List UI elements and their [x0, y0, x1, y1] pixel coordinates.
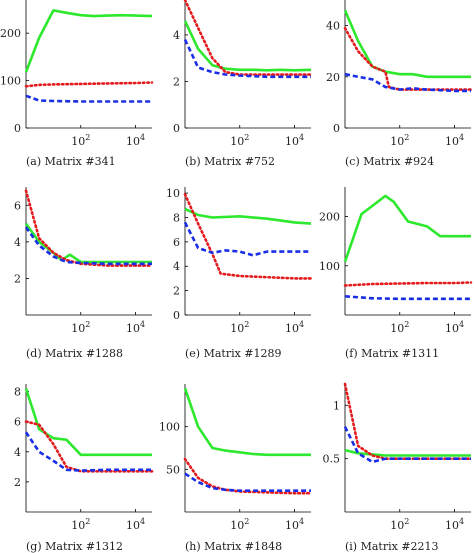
- chart-b-plot: 0 2 4 102 104: [173, 0, 313, 148]
- y-tick-label: 0: [333, 122, 340, 135]
- y-tick-label: 100: [159, 421, 180, 434]
- series-line-0: [343, 194, 471, 263]
- series-line-2: [183, 39, 311, 79]
- y-tick-label: 6: [14, 416, 21, 429]
- series-line-1: [343, 26, 473, 91]
- y-tick-label: 40: [326, 20, 340, 33]
- series-line-2: [183, 221, 311, 257]
- series-line-0: [344, 448, 471, 457]
- y-tick-label: 8: [14, 386, 21, 399]
- series-line-1: [183, 0, 313, 76]
- series-line-2: [344, 72, 471, 93]
- series-line-2: [24, 226, 152, 266]
- series-line-0: [183, 20, 312, 72]
- y-tick-label: 0.5: [323, 453, 341, 466]
- series-line-2: [343, 426, 471, 464]
- y-tick-label: 2: [14, 476, 21, 489]
- chart-e-plot: 0 2 4 6 8 10 102 104: [166, 187, 313, 335]
- x-tick-label: 102: [71, 320, 90, 335]
- caption-b: (b) Matrix #752: [185, 155, 276, 168]
- series-line-0: [24, 9, 153, 73]
- x-tick-label: 102: [230, 517, 249, 532]
- y-tick-label: 200: [319, 211, 340, 224]
- chart-c-plot: 0 20 40 102 104: [326, 0, 473, 148]
- y-tick-label: 100: [319, 260, 340, 273]
- series-line-2: [24, 431, 152, 472]
- chart-g-plot: 2 4 6 8 102 104: [14, 384, 154, 532]
- x-tick-label: 104: [285, 320, 304, 335]
- series-line-1: [183, 457, 313, 495]
- y-tick-label: 2: [173, 285, 180, 298]
- y-tick-label: 50: [166, 463, 180, 476]
- y-tick-label: 10: [166, 187, 180, 200]
- chart-d-plot: 2 4 6 102 104: [14, 187, 154, 335]
- x-tick-label: 104: [445, 320, 464, 335]
- y-tick-label: 1: [333, 399, 340, 412]
- series-line-1: [24, 420, 154, 473]
- y-tick-label: 4: [14, 236, 21, 249]
- x-tick-label: 102: [230, 320, 249, 335]
- series-line-0: [184, 207, 312, 225]
- x-tick-label: 104: [445, 133, 464, 148]
- series-line-1: [24, 81, 154, 88]
- series-line-0: [24, 222, 152, 264]
- chart-f-plot: 100 200 102 104: [319, 187, 473, 335]
- series-line-1: [343, 382, 473, 460]
- caption-f: (f) Matrix #1311: [345, 347, 440, 360]
- y-tick-label: 0: [14, 122, 21, 135]
- y-tick-label: 4: [173, 260, 180, 273]
- y-tick-label: 20: [326, 71, 340, 84]
- x-tick-label: 102: [71, 133, 90, 148]
- y-tick-label: 2: [173, 75, 180, 88]
- series-line-2: [184, 472, 311, 492]
- caption-a: (a) Matrix #341: [26, 155, 116, 168]
- y-tick-label: 6: [14, 199, 21, 212]
- series-line-0: [343, 9, 471, 79]
- series-line-1: [24, 189, 154, 267]
- caption-h: (h) Matrix #1848: [185, 540, 283, 553]
- x-tick-label: 104: [285, 133, 304, 148]
- series-line-0: [183, 387, 311, 457]
- y-tick-label: 4: [173, 29, 180, 42]
- x-tick-label: 102: [71, 517, 90, 532]
- caption-e: (e) Matrix #1289: [185, 347, 282, 360]
- y-tick-label: 4: [14, 446, 21, 459]
- y-tick-label: 8: [173, 211, 180, 224]
- x-tick-label: 104: [126, 517, 145, 532]
- caption-i: (i) Matrix #2213: [345, 540, 439, 553]
- y-tick-label: 0: [173, 309, 180, 322]
- x-tick-label: 104: [126, 133, 145, 148]
- x-tick-label: 102: [390, 517, 409, 532]
- series-line-2: [344, 295, 471, 301]
- x-tick-label: 102: [390, 320, 409, 335]
- chart-i-plot: 0.5 1 102 104: [323, 382, 473, 532]
- series-line-1: [183, 193, 313, 280]
- caption-d: (d) Matrix #1288: [26, 347, 124, 360]
- y-tick-label: 100: [0, 75, 21, 88]
- y-tick-label: 2: [14, 272, 21, 285]
- series-line-0: [24, 388, 152, 457]
- y-tick-label: 200: [0, 27, 21, 40]
- caption-c: (c) Matrix #924: [345, 155, 435, 168]
- chart-a-plot: 0 100 200 102 104: [0, 0, 154, 148]
- caption-g: (g) Matrix #1312: [26, 540, 124, 553]
- y-tick-label: 0: [173, 122, 180, 135]
- series-line-2: [25, 94, 152, 103]
- x-tick-label: 102: [230, 133, 249, 148]
- y-tick-label: 6: [173, 236, 180, 249]
- x-tick-label: 102: [390, 133, 409, 148]
- chart-h-plot: 50 100 102 104: [159, 384, 313, 532]
- x-tick-label: 104: [285, 517, 304, 532]
- x-tick-label: 104: [126, 320, 145, 335]
- x-tick-label: 104: [445, 517, 464, 532]
- series-line-1: [343, 281, 473, 287]
